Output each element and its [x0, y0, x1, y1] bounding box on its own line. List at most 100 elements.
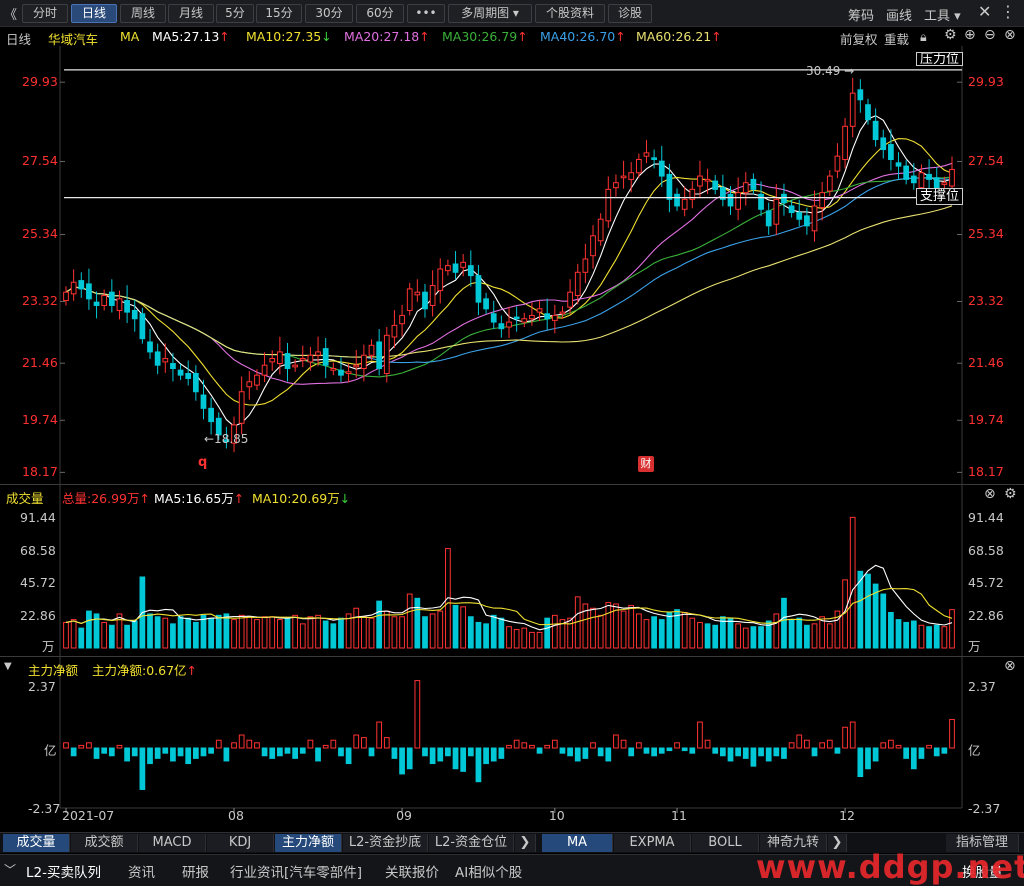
- volume-title[interactable]: 成交量: [6, 491, 44, 506]
- overlay-button[interactable]: 重载: [884, 32, 910, 47]
- candle: [437, 268, 444, 292]
- volume-bar: [208, 617, 214, 649]
- zoom-in-icon[interactable]: ⊕: [964, 27, 976, 43]
- tab-15min[interactable]: 15分: [256, 4, 302, 23]
- lock-icon[interactable]: 🔒︎: [920, 29, 927, 44]
- candle: [108, 291, 115, 306]
- q-marker[interactable]: q: [198, 455, 208, 470]
- close-circle-icon[interactable]: ⊗: [1004, 658, 1016, 674]
- support-label[interactable]: 支撑位: [916, 188, 964, 205]
- flow-bar: [735, 747, 742, 757]
- indicator-manage-button[interactable]: 指标管理: [946, 834, 1019, 852]
- tab-volume[interactable]: 成交量: [3, 834, 70, 852]
- zoom-out-icon[interactable]: ⊖: [984, 27, 996, 43]
- flow-bar: [238, 734, 245, 749]
- flow-bar: [498, 747, 505, 759]
- volume-bar: [674, 609, 680, 649]
- tab-ai-similar[interactable]: AI相似个股: [455, 865, 523, 881]
- settings-icon[interactable]: ⚙: [1004, 486, 1017, 502]
- volume-bar: [422, 616, 428, 649]
- candle: [391, 324, 398, 338]
- flow-bar: [269, 747, 276, 759]
- tab-yuexian[interactable]: 月线: [168, 4, 214, 23]
- volume-bar: [238, 614, 245, 649]
- next-arrow-icon[interactable]: ❯: [828, 834, 847, 852]
- flow-bar: [192, 747, 199, 759]
- candle: [628, 172, 635, 180]
- ma-indicator-label[interactable]: MA: [120, 29, 140, 44]
- candle: [231, 424, 237, 444]
- multi-period-dropdown[interactable]: 多周期图 ▾: [448, 4, 532, 23]
- tab-30min[interactable]: 30分: [305, 4, 353, 23]
- draw-line-button[interactable]: 画线: [886, 9, 913, 24]
- tab-expma[interactable]: EXPMA: [614, 834, 691, 852]
- indicator-tab-bar: 成交量 成交额 MACD KDJ 主力净额 L2-资金抄底 L2-资金仓位 ❯ …: [0, 832, 1024, 853]
- flow-bar: [674, 742, 680, 749]
- info-tab-bar: ﹀ L2-买卖队列 资讯 研报 行业资讯[汽车零部件] 关联报价 AI相似个股 …: [0, 854, 1024, 886]
- next-arrow-icon[interactable]: ❯: [515, 834, 536, 852]
- tab-related-quotes[interactable]: 关联报价: [385, 865, 439, 881]
- close-circle-icon[interactable]: ⊗: [984, 486, 996, 502]
- tab-5min[interactable]: 5分: [216, 4, 254, 23]
- candle: [773, 198, 780, 225]
- close-icon[interactable]: ✕: [978, 2, 992, 21]
- volume-bar: [269, 616, 276, 649]
- tab-main-flow[interactable]: 主力净额: [275, 834, 342, 852]
- stock-info-button[interactable]: 个股资料: [535, 4, 605, 23]
- tab-fenshi[interactable]: 分时: [22, 4, 68, 23]
- flow-bar: [643, 747, 650, 754]
- tab-news[interactable]: 资讯: [128, 865, 155, 881]
- flow-bar: [330, 739, 337, 749]
- diagnose-button[interactable]: 诊股: [608, 4, 652, 23]
- finance-marker[interactable]: 财: [638, 456, 654, 472]
- tools-dropdown[interactable]: 工具 ▾: [924, 9, 961, 24]
- volume-bar: [391, 616, 398, 649]
- candle: [177, 369, 184, 376]
- tab-rixian[interactable]: 日线: [71, 4, 117, 23]
- flow-title[interactable]: 主力净额: [28, 663, 79, 678]
- flow-bar: [391, 747, 398, 759]
- flow-bar: [651, 747, 657, 757]
- chips-button[interactable]: 筹码: [848, 9, 875, 24]
- tab-ma[interactable]: MA: [542, 834, 613, 852]
- tab-industry-news[interactable]: 行业资讯[汽车零部件]: [230, 865, 363, 881]
- tab-turnover[interactable]: 成交额: [71, 834, 138, 852]
- tab-research[interactable]: 研报: [182, 865, 209, 881]
- candle: [635, 158, 642, 174]
- flow-bar: [429, 747, 436, 765]
- more-periods-button[interactable]: •••: [407, 4, 445, 23]
- flow-bar: [86, 742, 92, 749]
- switch-stock-button[interactable]: 换股量: [962, 865, 1003, 881]
- volume-bar: [414, 597, 421, 649]
- candle: [284, 353, 291, 370]
- tab-60min[interactable]: 60分: [356, 4, 404, 23]
- tab-l2-queue[interactable]: L2-买卖队列: [26, 865, 101, 881]
- close-circle-icon[interactable]: ⊗: [1004, 27, 1016, 43]
- candle: [613, 182, 619, 189]
- volume-bar: [353, 607, 360, 649]
- adjust-mode[interactable]: 前复权: [840, 32, 878, 47]
- pressure-label[interactable]: 压力位: [916, 52, 964, 66]
- more-icon[interactable]: ⋮: [1000, 2, 1016, 21]
- candle: [651, 157, 657, 160]
- tab-zhouxian[interactable]: 周线: [120, 4, 166, 23]
- candle: [643, 152, 650, 157]
- flow-bar: [368, 747, 375, 757]
- tab-magic-nine[interactable]: 神奇九转: [760, 834, 827, 852]
- collapse-down-icon[interactable]: ﹀: [4, 863, 17, 877]
- collapse-icon[interactable]: ▼: [4, 661, 12, 672]
- volume-bar: [781, 597, 787, 649]
- settings-icon[interactable]: ⚙: [944, 27, 957, 43]
- tab-macd[interactable]: MACD: [139, 834, 206, 852]
- collapse-left-icon[interactable]: 《: [4, 8, 18, 23]
- tab-boll[interactable]: BOLL: [692, 834, 759, 852]
- flow-bar: [811, 747, 818, 757]
- volume-bar: [521, 627, 528, 649]
- tab-l2-position[interactable]: L2-资金仓位: [429, 834, 514, 852]
- tab-l2-bottom[interactable]: L2-资金抄底: [343, 834, 428, 852]
- stock-name[interactable]: 华域汽车: [48, 32, 99, 47]
- flow-bar: [406, 747, 413, 770]
- tab-kdj[interactable]: KDJ: [207, 834, 274, 852]
- flow-bar: [635, 742, 642, 749]
